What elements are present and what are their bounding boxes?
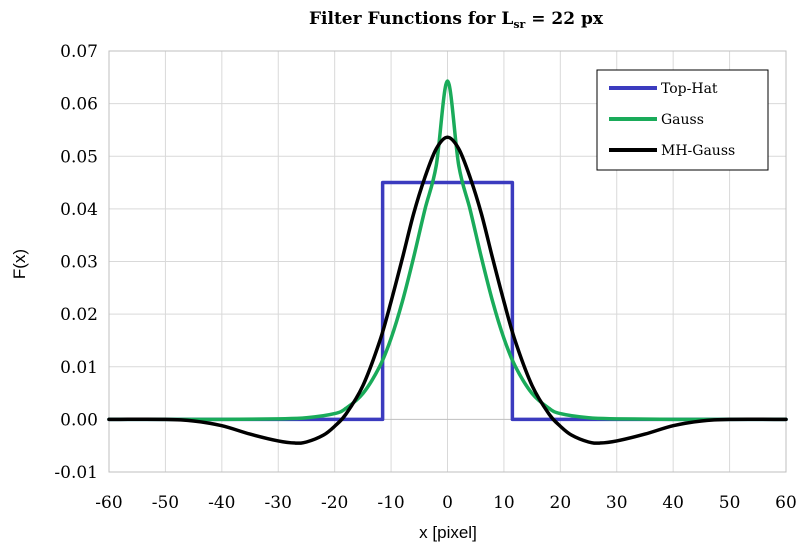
y-axis-label: F(x) [10, 249, 29, 279]
y-tick-label: 0.02 [60, 305, 98, 325]
plot-area-border [108, 50, 787, 473]
y-tick-label: 0.07 [60, 42, 98, 62]
y-tick-label: 0.04 [60, 200, 98, 220]
legend-label: Gauss [661, 112, 704, 128]
series-line-gauss [107, 79, 788, 422]
y-tick-label: 0.05 [60, 147, 98, 167]
x-tick-label: 40 [662, 493, 684, 513]
legend: Top-Hat Gauss MH-Gauss [596, 69, 769, 171]
x-tick-label: 50 [719, 493, 741, 513]
y-tick-label: 0.00 [60, 410, 98, 430]
chart-title-subscript: sr [513, 18, 525, 31]
y-tick-label: 0.01 [60, 358, 98, 378]
x-tick-label: -30 [265, 493, 292, 513]
x-tick-label: 30 [606, 493, 628, 513]
x-tick-label: -50 [152, 493, 179, 513]
plot-border [108, 50, 787, 473]
y-tick-label: 0.06 [60, 95, 98, 115]
x-tick-labels: -60 -50 -40 -30 -20 -10 0 10 20 30 40 50 60 [95, 493, 797, 513]
x-tick-label: -40 [208, 493, 235, 513]
x-tick-label: 0 [442, 493, 453, 513]
legend-label: MH-Gauss [661, 143, 735, 159]
series-layer [107, 79, 788, 445]
chart-title-tail: = 22 px [525, 9, 604, 29]
y-tick-label: 0.03 [60, 253, 98, 273]
x-axis-label: x [pixel] [419, 523, 477, 542]
x-tick-label: 60 [775, 493, 797, 513]
legend-label: Top-Hat [661, 81, 718, 97]
x-tick-label: -20 [321, 493, 348, 513]
x-tick-label: -10 [377, 493, 404, 513]
x-tick-label: -60 [95, 493, 122, 513]
series-line-mh-gauss [107, 135, 788, 445]
chart-title-main: Filter Functions for L [309, 9, 513, 29]
y-tick-labels: -0.01 0.00 0.01 0.02 0.03 0.04 0.05 0.06 0.07 [54, 42, 98, 483]
x-tick-label: 10 [493, 493, 515, 513]
series-line-top-hat [107, 180, 788, 422]
x-tick-label: 20 [550, 493, 572, 513]
y-tick-label: -0.01 [54, 463, 98, 483]
chart-title: Filter Functions for Lsr = 22 px [309, 9, 604, 31]
